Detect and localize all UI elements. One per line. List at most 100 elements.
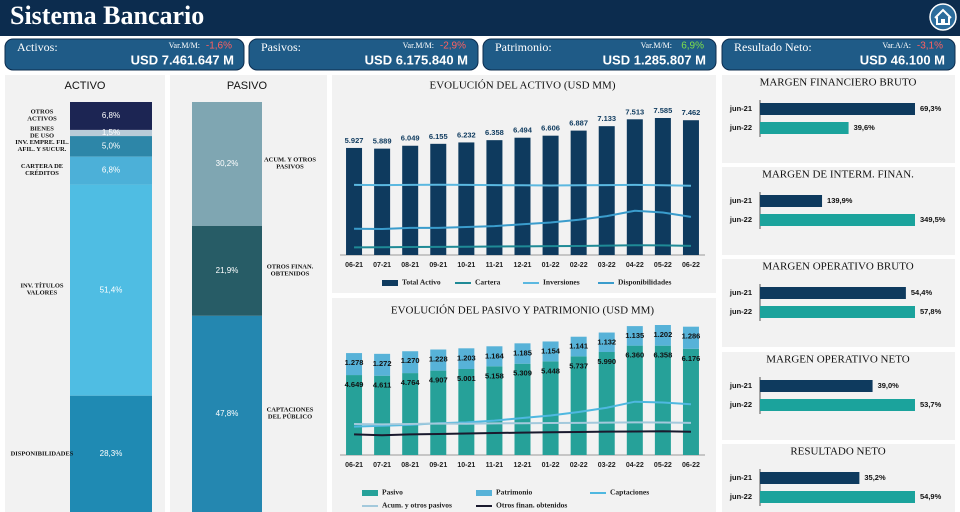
x-tick-label: 01-22 xyxy=(542,262,560,269)
bar-value-label: 6.887 xyxy=(569,119,588,128)
hbar-category: jun-22 xyxy=(729,123,752,132)
x-tick-label: 05-22 xyxy=(654,462,672,469)
panel-title: MARGEN OPERATIVO BRUTO xyxy=(762,261,913,273)
segment-label: BIENES DE USO xyxy=(30,126,54,140)
kpi-change-label: Var.M/M: xyxy=(641,41,672,50)
hbar-value-label: 53,7% xyxy=(920,400,942,409)
hbar-category: jun-22 xyxy=(729,492,752,501)
bar-value-label: 4.611 xyxy=(373,381,391,390)
kpi-change: 6,9% xyxy=(681,41,704,52)
x-tick-label: 12-21 xyxy=(514,462,532,469)
bar xyxy=(514,343,531,364)
bar xyxy=(402,145,419,255)
bar xyxy=(654,118,671,255)
bar xyxy=(598,126,615,256)
bar xyxy=(458,142,475,255)
segment-value: 47,8% xyxy=(216,409,239,418)
bar xyxy=(598,332,615,352)
bar xyxy=(654,325,671,346)
x-tick-label: 06-21 xyxy=(345,262,363,269)
bar xyxy=(486,140,503,255)
legend-label: Cartera xyxy=(475,278,501,287)
bar xyxy=(346,353,363,376)
line-series xyxy=(354,244,691,249)
x-tick-label: 03-22 xyxy=(598,462,616,469)
bar-value-label: 5.001 xyxy=(457,374,476,383)
bar xyxy=(458,348,475,370)
hbar-value-label: 35,2% xyxy=(864,473,886,482)
bar-value-label: 1.278 xyxy=(345,358,364,367)
bar-value-label: 5.158 xyxy=(485,371,504,380)
home-door[interactable] xyxy=(941,19,945,24)
panel-title: ACTIVO xyxy=(65,80,106,92)
bar-value-label: 1.202 xyxy=(653,330,672,339)
x-tick-label: 07-21 xyxy=(373,462,391,469)
bar-value-label: 5.927 xyxy=(345,136,364,145)
bar xyxy=(682,120,699,255)
bar-value-label: 1.164 xyxy=(485,351,505,360)
bar-value-label: 1.203 xyxy=(457,353,476,362)
share-segment xyxy=(70,136,152,157)
x-tick-label: 11-21 xyxy=(486,462,504,469)
panel-title: MARGEN DE INTERM. FINAN. xyxy=(762,169,914,181)
segment-value: 21,9% xyxy=(216,266,239,275)
hbar xyxy=(760,472,860,484)
panel-bg xyxy=(722,167,955,255)
bar-value-label: 6.358 xyxy=(485,128,504,137)
bar-value-label: 7.585 xyxy=(653,106,672,115)
chart-title: EVOLUCIÓN DEL ACTIVO (USD MM) xyxy=(430,80,616,92)
share-segment xyxy=(70,184,152,396)
x-tick-label: 06-22 xyxy=(682,462,700,469)
line-series xyxy=(354,183,691,187)
hbar-category: jun-22 xyxy=(729,400,752,409)
segment-label: DISPONIBILIDADES xyxy=(11,450,74,457)
kpi-card xyxy=(4,38,245,71)
share-segment xyxy=(70,129,152,137)
bar-value-label: 7.513 xyxy=(625,107,644,116)
bar-value-label: 6.606 xyxy=(541,124,560,133)
x-tick-label: 06-22 xyxy=(682,262,700,269)
kpi-label: Patrimonio: xyxy=(495,40,552,54)
panel-title: MARGEN OPERATIVO NETO xyxy=(766,354,909,366)
hbar-category: jun-21 xyxy=(729,381,752,390)
hbar-value-label: 54,4% xyxy=(911,288,933,297)
bar xyxy=(374,353,391,376)
kpi-value: USD 46.100 M xyxy=(860,52,945,67)
line-series xyxy=(354,209,692,230)
bar-value-label: 6.155 xyxy=(429,132,448,141)
segment-label: OTROS ACTIVOS xyxy=(27,109,57,123)
bar-value-label: 5.737 xyxy=(569,361,588,370)
bar-value-label: 1.154 xyxy=(541,346,561,355)
chart-title: EVOLUCIÓN DEL PASIVO Y PATRIMONIO (USD M… xyxy=(391,305,655,317)
bar-value-label: 1.228 xyxy=(429,354,448,363)
hbar xyxy=(760,491,915,503)
bar xyxy=(542,341,559,362)
bar-value-label: 6.232 xyxy=(457,130,476,139)
home-circle[interactable] xyxy=(929,3,957,31)
kpi-change: -1,6% xyxy=(206,41,232,52)
bar-value-label: 1.270 xyxy=(401,356,420,365)
panel-bg xyxy=(722,259,955,347)
bar-value-label: 6.494 xyxy=(513,126,533,135)
hbar-category: jun-21 xyxy=(729,196,752,205)
kpi-change: -3,1% xyxy=(917,41,943,52)
share-segment xyxy=(192,225,262,316)
panel-title: RESULTADO NETO xyxy=(790,446,885,458)
legend-label: Inversiones xyxy=(543,278,580,287)
hbar-category: jun-22 xyxy=(729,215,752,224)
x-tick-label: 04-22 xyxy=(626,262,644,269)
bar-value-label: 1.141 xyxy=(569,342,588,351)
bar xyxy=(486,346,503,367)
x-tick-label: 02-22 xyxy=(570,462,588,469)
home-button[interactable] xyxy=(929,3,957,31)
hbar xyxy=(760,306,915,318)
kpi-card xyxy=(721,38,956,71)
x-tick-label: 03-22 xyxy=(598,262,616,269)
line-series xyxy=(354,430,691,437)
kpi-label: Resultado Neto: xyxy=(734,40,812,54)
kpi-value: USD 1.285.807 M xyxy=(603,52,706,67)
segment-label: INV. TÍTULOS VALORES xyxy=(20,282,63,297)
bar xyxy=(626,326,643,346)
x-tick-label: 05-22 xyxy=(654,262,672,269)
